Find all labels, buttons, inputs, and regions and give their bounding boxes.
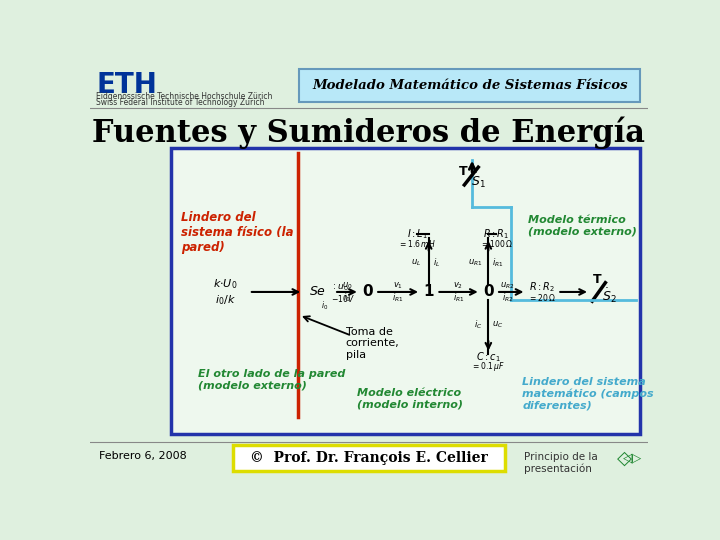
Text: ETH: ETH: [96, 71, 157, 99]
Text: $\dot{S}_2$: $\dot{S}_2$: [602, 287, 616, 305]
Text: ◇: ◇: [617, 449, 632, 468]
Text: $R : R_1$: $R : R_1$: [483, 227, 509, 241]
Text: $i_0/k$: $i_0/k$: [215, 293, 236, 307]
Text: $C : c_1$: $C : c_1$: [476, 350, 501, 365]
Text: $i_0$: $i_0$: [343, 292, 351, 305]
Text: $= 1.6\,mH$: $= 1.6\,mH$: [398, 238, 436, 249]
Text: $:u_0$: $:u_0$: [331, 282, 349, 293]
Text: $-10V$: $-10V$: [331, 293, 355, 303]
Text: T: T: [459, 165, 467, 178]
Text: $u_{R1}$: $u_{R1}$: [468, 258, 482, 268]
Text: ©  Prof. Dr. François E. Cellier: © Prof. Dr. François E. Cellier: [250, 451, 488, 465]
Text: $v_2$: $v_2$: [454, 281, 464, 291]
Text: $u_C$: $u_C$: [492, 320, 503, 330]
Text: T: T: [593, 273, 602, 286]
Text: Eidgenössische Technische Hochschule Zürich: Eidgenössische Technische Hochschule Zür…: [96, 92, 273, 101]
Text: $i_L$: $i_L$: [433, 257, 440, 269]
Text: $= 20\,\Omega$: $= 20\,\Omega$: [528, 292, 556, 303]
Text: Fuentes y Sumideros de Energía: Fuentes y Sumideros de Energía: [92, 116, 646, 149]
Text: $Se$: $Se$: [309, 286, 325, 299]
Text: Toma de
corriente,
pila: Toma de corriente, pila: [346, 327, 400, 360]
Text: ◁▷: ◁▷: [623, 452, 642, 465]
Text: $u_L$: $u_L$: [410, 258, 421, 268]
Text: $R : R_2$: $R : R_2$: [528, 280, 555, 294]
Text: $v_1$: $v_1$: [393, 281, 403, 291]
Text: Modelado Matemático de Sistemas Físicos: Modelado Matemático de Sistemas Físicos: [312, 79, 628, 92]
Text: Lindero del
sistema físico (la
pared): Lindero del sistema físico (la pared): [181, 211, 294, 254]
FancyBboxPatch shape: [233, 445, 505, 471]
Text: $= 0.1\,\mu F$: $= 0.1\,\mu F$: [472, 360, 505, 373]
Text: Modelo eléctrico
(modelo interno): Modelo eléctrico (modelo interno): [357, 388, 464, 410]
Text: $i_{R1}$: $i_{R1}$: [392, 292, 404, 305]
Text: Swiss Federal Institute of Technology Zurich: Swiss Federal Institute of Technology Zu…: [96, 98, 265, 107]
Text: Modelo térmico
(modelo externo): Modelo térmico (modelo externo): [528, 215, 636, 237]
Text: $u_{R2}$: $u_{R2}$: [500, 281, 515, 291]
Text: $= 100\,\Omega$: $= 100\,\Omega$: [480, 238, 513, 249]
Text: $i_{R2}$: $i_{R2}$: [502, 292, 513, 305]
Text: $\dot{S}_1$: $\dot{S}_1$: [471, 171, 486, 190]
Text: Principio de la
presentación: Principio de la presentación: [524, 452, 598, 474]
FancyBboxPatch shape: [300, 70, 640, 102]
Text: Febrero 6, 2008: Febrero 6, 2008: [99, 451, 187, 461]
Text: Lindero del sistema
matemático (campos
diferentes): Lindero del sistema matemático (campos d…: [523, 377, 654, 410]
Text: 0: 0: [483, 285, 494, 300]
FancyBboxPatch shape: [171, 148, 640, 434]
Text: $i_{R1}$: $i_{R1}$: [492, 257, 504, 269]
Text: $I : L_1$: $I : L_1$: [407, 227, 428, 241]
Text: El otro lado de la pared
(modelo externo): El otro lado de la pared (modelo externo…: [199, 369, 346, 390]
Text: $i_C$: $i_C$: [474, 319, 482, 331]
Text: 1: 1: [423, 285, 434, 300]
Text: $i_{R1}$: $i_{R1}$: [453, 292, 464, 305]
Text: $i_0$: $i_0$: [321, 300, 328, 312]
Text: 0: 0: [362, 285, 373, 300]
Text: $k{\cdot}U_0$: $k{\cdot}U_0$: [213, 278, 238, 291]
Text: $u_0$: $u_0$: [341, 281, 352, 291]
